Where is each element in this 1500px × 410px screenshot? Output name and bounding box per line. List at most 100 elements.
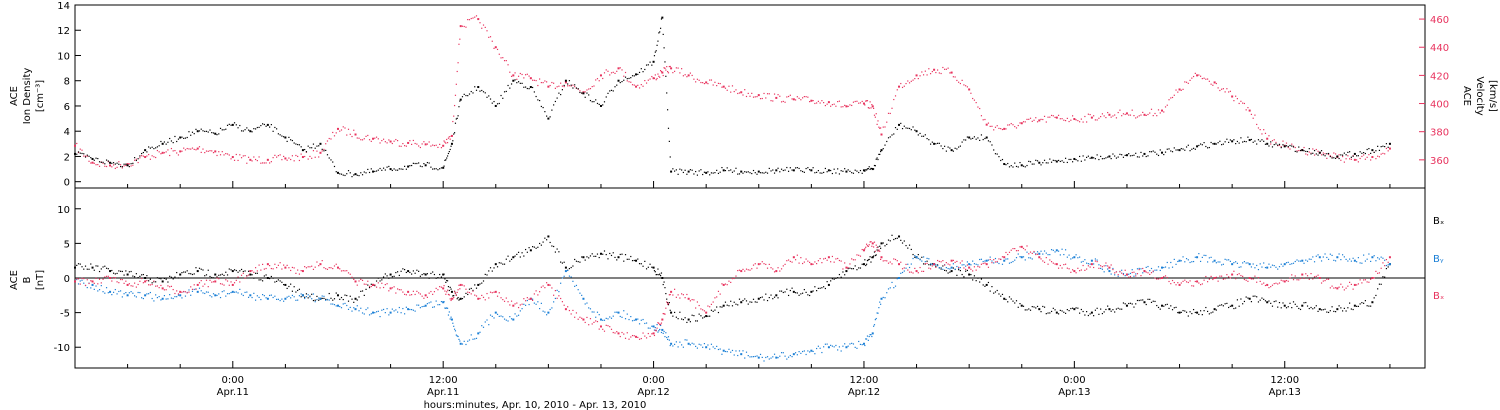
bx-sample bbox=[693, 315, 695, 317]
bx-sample bbox=[837, 277, 839, 279]
bx-sample bbox=[209, 275, 211, 278]
black-sample bbox=[163, 141, 166, 143]
black-sample bbox=[1291, 145, 1293, 147]
black-sample bbox=[486, 96, 488, 98]
bz-sample bbox=[1087, 265, 1089, 267]
black-sample bbox=[977, 137, 979, 139]
bz-point bbox=[1003, 256, 1006, 259]
by-sample bbox=[754, 355, 756, 358]
bz-sample bbox=[437, 289, 439, 291]
bx-sample bbox=[86, 268, 88, 270]
bx-sample bbox=[1096, 307, 1098, 309]
bx-sample bbox=[1382, 276, 1384, 278]
pink-sample bbox=[698, 79, 700, 81]
black-sample bbox=[1280, 147, 1282, 149]
black-sample bbox=[1380, 146, 1382, 148]
bz-point bbox=[179, 290, 182, 293]
pink-sample bbox=[1208, 80, 1210, 82]
black-sample bbox=[865, 169, 868, 171]
bz-sample bbox=[1168, 280, 1170, 283]
bz-sample bbox=[747, 269, 749, 271]
pink-sample bbox=[1066, 117, 1068, 119]
pink-sample bbox=[121, 167, 123, 169]
black-point bbox=[442, 166, 445, 169]
by-sample bbox=[1219, 261, 1221, 263]
pink-sample bbox=[363, 138, 365, 140]
by-sample bbox=[1271, 264, 1274, 266]
bz-sample bbox=[142, 282, 144, 284]
black-sample bbox=[1387, 146, 1389, 148]
black-sample bbox=[821, 172, 823, 174]
bz-sample bbox=[230, 281, 232, 283]
pink-sample bbox=[709, 79, 711, 81]
bx-sample bbox=[958, 269, 960, 271]
by-sample bbox=[111, 294, 113, 296]
by-sample bbox=[1235, 261, 1237, 263]
bz-sample bbox=[1047, 263, 1049, 265]
bx-sample bbox=[574, 258, 576, 261]
bz-sample bbox=[714, 297, 716, 299]
black-sample bbox=[1171, 151, 1174, 153]
by-sample bbox=[623, 310, 625, 312]
black-sample bbox=[375, 170, 378, 172]
black-sample bbox=[879, 153, 881, 156]
black-sample bbox=[1019, 161, 1021, 164]
bx-sample bbox=[1378, 283, 1381, 285]
by-sample bbox=[457, 335, 459, 338]
bx-sample bbox=[88, 268, 90, 270]
black-sample bbox=[1052, 159, 1054, 161]
bz-sample bbox=[901, 268, 904, 270]
black-sample bbox=[428, 162, 430, 164]
pink-sample bbox=[707, 83, 709, 85]
pink-sample bbox=[170, 147, 173, 150]
bx-sample bbox=[274, 281, 276, 283]
bz-sample bbox=[481, 294, 483, 297]
pink-sample bbox=[1229, 90, 1231, 92]
pink-sample bbox=[1022, 121, 1025, 123]
black-sample bbox=[183, 137, 185, 140]
pink-sample bbox=[1180, 89, 1182, 91]
bz-sample bbox=[577, 318, 579, 320]
pink-sample bbox=[568, 85, 571, 87]
black-point bbox=[161, 142, 164, 145]
by-sample bbox=[1077, 257, 1079, 259]
black-sample bbox=[1270, 141, 1272, 143]
bz-sample bbox=[418, 292, 420, 294]
bx-sample bbox=[1264, 300, 1267, 302]
bx-point bbox=[1125, 304, 1128, 307]
by-sample bbox=[1373, 255, 1375, 257]
bz-sample bbox=[1222, 278, 1224, 280]
pink-sample bbox=[1164, 106, 1167, 108]
pink-point bbox=[617, 67, 620, 70]
black-sample bbox=[744, 171, 746, 173]
by-sample bbox=[498, 315, 500, 317]
top-left-label-line3: [cm⁻³] bbox=[35, 80, 46, 112]
pink-sample bbox=[1177, 91, 1179, 93]
pink-sample bbox=[1043, 115, 1046, 117]
bx-point bbox=[336, 294, 339, 297]
pink-sample bbox=[1257, 127, 1260, 129]
by-point bbox=[1336, 256, 1339, 259]
by-sample bbox=[558, 291, 560, 293]
bx-sample bbox=[1152, 300, 1154, 302]
by-sample bbox=[465, 343, 467, 346]
bx-sample bbox=[1029, 309, 1032, 311]
black-sample bbox=[816, 171, 818, 173]
black-sample bbox=[1077, 160, 1079, 162]
black-sample bbox=[1242, 141, 1244, 143]
bx-sample bbox=[589, 255, 592, 257]
bz-sample bbox=[242, 272, 244, 274]
pink-sample bbox=[824, 104, 826, 107]
by-sample bbox=[1177, 260, 1179, 263]
pink-sample bbox=[181, 150, 183, 152]
pink-sample bbox=[391, 142, 393, 145]
bz-sample bbox=[134, 282, 136, 284]
by-sample bbox=[519, 310, 521, 312]
bx-sample bbox=[645, 268, 648, 270]
bz-sample bbox=[1138, 268, 1140, 271]
black-sample bbox=[482, 91, 485, 93]
by-sample bbox=[1315, 255, 1317, 257]
pink-sample bbox=[726, 89, 728, 91]
by-sample bbox=[840, 350, 842, 352]
bx-sample bbox=[1340, 307, 1342, 309]
